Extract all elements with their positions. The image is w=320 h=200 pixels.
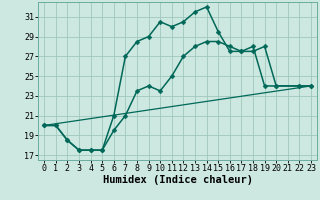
X-axis label: Humidex (Indice chaleur): Humidex (Indice chaleur): [103, 175, 252, 185]
